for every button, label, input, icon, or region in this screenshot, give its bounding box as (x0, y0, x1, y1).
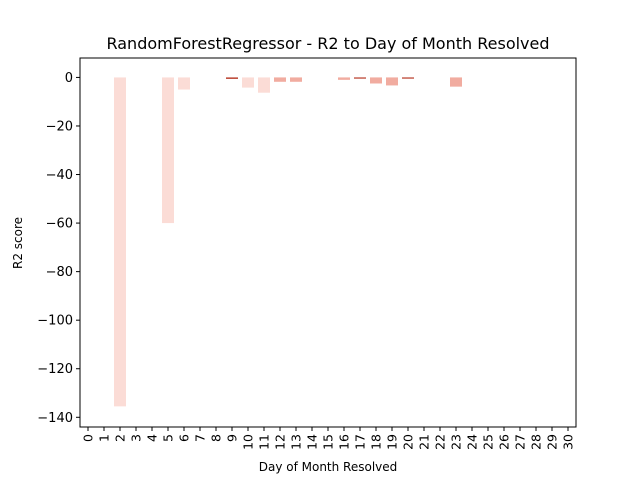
x-tick-label: 2 (113, 434, 128, 442)
x-tick-label: 17 (353, 434, 368, 450)
x-tick-label: 10 (241, 434, 256, 450)
bar-day-19 (386, 77, 398, 86)
x-tick-label: 21 (417, 434, 432, 450)
bar-day-23 (450, 77, 462, 87)
x-tick-label: 14 (305, 434, 320, 450)
x-tick-label: 27 (513, 434, 528, 450)
x-tick-label: 26 (497, 434, 512, 450)
bars-group (114, 77, 462, 407)
x-tick-label: 24 (465, 434, 480, 450)
x-tick-label: 15 (321, 434, 336, 450)
x-tick-label: 4 (145, 434, 160, 442)
x-tick-label: 18 (369, 434, 384, 450)
x-tick-label: 25 (481, 434, 496, 450)
x-tick-label: 5 (161, 434, 176, 442)
bar-day-9 (226, 77, 238, 79)
y-tick-label: −40 (46, 168, 73, 183)
x-axis: 0 1 2 3 4 5 6 7 8 9 10 11 12 13 14 15 16 17 18 19 20 21 22 23 24… (81, 427, 576, 450)
plot-frame (79, 57, 577, 428)
bar-day-6 (178, 77, 190, 90)
bar-day-10 (242, 77, 254, 88)
x-tick-label: 9 (225, 434, 240, 442)
x-tick-label: 8 (209, 434, 224, 442)
x-tick-label: 29 (545, 434, 560, 450)
x-tick-label: 30 (561, 434, 576, 450)
x-tick-label: 23 (449, 434, 464, 450)
x-tick-label: 20 (401, 434, 416, 450)
x-tick-label: 22 (433, 434, 448, 450)
x-tick-label: 13 (289, 434, 304, 450)
x-tick-label: 1 (97, 434, 112, 442)
y-tick-label: −60 (46, 217, 73, 232)
x-tick-label: 0 (81, 434, 96, 442)
x-tick-label: 12 (273, 434, 288, 450)
bar-day-18 (370, 77, 382, 84)
y-tick-label: −20 (46, 119, 73, 134)
y-tick-label: −120 (37, 362, 73, 377)
bar-day-13 (290, 77, 302, 82)
x-tick-label: 16 (337, 434, 352, 450)
y-tick-label: 0 (65, 71, 73, 86)
y-tick-label: −100 (37, 314, 73, 329)
bar-day-11 (258, 77, 270, 93)
x-tick-label: 28 (529, 434, 544, 450)
x-tick-label: 7 (193, 434, 208, 442)
y-tick-label: −80 (46, 265, 73, 280)
x-axis-label: Day of Month Resolved (259, 460, 398, 474)
bar-day-20 (402, 77, 414, 79)
chart-title: RandomForestRegressor - R2 to Day of Mon… (106, 34, 549, 53)
y-axis: 0 −20 −40 −60 −80 −100 −120 −140 (37, 71, 80, 426)
y-axis-label: R2 score (11, 217, 25, 269)
bar-day-2 (114, 77, 126, 407)
x-tick-label: 19 (385, 434, 400, 450)
bar-day-5 (162, 77, 174, 224)
bar-day-17 (354, 77, 366, 79)
bar-day-16 (338, 77, 350, 80)
bar-day-12 (274, 77, 286, 82)
y-tick-label: −140 (37, 411, 73, 426)
x-tick-label: 11 (257, 434, 272, 450)
x-tick-label: 3 (129, 434, 144, 442)
x-tick-label: 6 (177, 434, 192, 442)
